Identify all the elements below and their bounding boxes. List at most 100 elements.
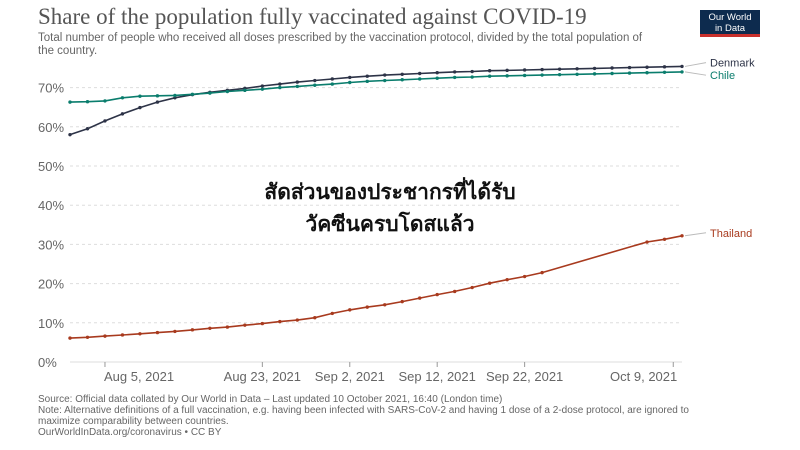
data-point-chile[interactable] [505,74,509,78]
data-point-denmark[interactable] [557,67,562,71]
data-point-chile[interactable] [592,72,597,76]
data-point-denmark[interactable] [313,78,317,83]
owid-logo[interactable]: Our World in Data [700,10,760,37]
data-point-denmark[interactable] [103,119,107,123]
data-point-chile[interactable] [400,78,404,82]
data-point-chile[interactable] [452,75,457,80]
data-point-denmark[interactable] [487,69,492,73]
data-point-chile[interactable] [120,96,125,100]
data-point-chile[interactable] [680,70,684,74]
data-point-chile[interactable] [610,71,614,76]
data-point-chile[interactable] [155,94,160,98]
data-point-chile[interactable] [540,73,544,77]
data-point-thailand[interactable] [505,277,509,282]
data-point-thailand[interactable] [330,311,334,316]
data-point-denmark[interactable] [365,74,369,78]
data-point-chile[interactable] [103,99,107,103]
data-point-denmark[interactable] [173,96,177,100]
data-point-thailand[interactable] [260,321,265,326]
data-point-chile[interactable] [662,70,667,75]
data-point-chile[interactable] [627,71,632,75]
series-line-chile[interactable] [69,71,683,103]
data-point-thailand[interactable] [383,303,387,307]
data-point-thailand[interactable] [452,289,457,294]
data-point-denmark[interactable] [452,70,457,74]
data-point-chile[interactable] [68,100,72,104]
data-point-chile[interactable] [295,84,300,89]
data-point-denmark[interactable] [540,67,544,72]
data-point-chile[interactable] [138,94,142,98]
data-point-chile[interactable] [522,73,527,78]
data-point-chile[interactable] [278,85,282,90]
data-point-thailand[interactable] [173,329,177,334]
data-point-denmark[interactable] [383,73,387,77]
data-point-chile[interactable] [645,71,649,75]
data-point-thailand[interactable] [103,334,107,338]
data-point-thailand[interactable] [645,240,649,244]
data-point-chile[interactable] [313,83,317,87]
data-point-thailand[interactable] [208,326,212,330]
data-point-chile[interactable] [330,82,334,86]
data-point-thailand[interactable] [155,330,160,335]
data-point-chile[interactable] [418,77,422,81]
data-point-denmark[interactable] [470,69,474,74]
data-point-thailand[interactable] [662,237,667,242]
data-point-chile[interactable] [470,75,474,79]
series-label-denmark[interactable]: Denmark [710,58,755,70]
series-line-denmark[interactable] [69,65,683,136]
data-point-thailand[interactable] [243,323,247,327]
data-point-thailand[interactable] [487,281,492,285]
data-point-thailand[interactable] [470,285,474,290]
data-point-thailand[interactable] [313,316,317,320]
data-point-thailand[interactable] [365,305,369,309]
data-point-chile[interactable] [348,80,352,85]
data-point-thailand[interactable] [522,274,527,279]
data-point-chile[interactable] [365,79,369,84]
data-point-chile[interactable] [173,93,177,98]
data-point-thailand[interactable] [435,292,439,297]
data-point-chile[interactable] [225,89,230,94]
data-point-chile[interactable] [190,92,195,96]
data-point-denmark[interactable] [155,100,160,104]
data-point-denmark[interactable] [435,71,439,75]
data-point-chile[interactable] [383,78,387,83]
data-point-denmark[interactable] [138,105,142,110]
data-point-thailand[interactable] [190,328,195,332]
data-point-chile[interactable] [575,72,579,76]
data-point-chile[interactable] [487,74,492,78]
data-point-thailand[interactable] [225,325,230,329]
data-point-thailand[interactable] [348,308,352,312]
data-point-denmark[interactable] [295,80,300,84]
data-point-denmark[interactable] [662,65,667,69]
data-point-chile[interactable] [243,88,247,93]
data-point-thailand[interactable] [680,234,684,238]
data-point-thailand[interactable] [138,332,142,336]
data-point-thailand[interactable] [278,319,282,324]
data-point-thailand[interactable] [120,333,125,337]
series-label-thailand[interactable]: Thailand [710,228,752,240]
data-point-chile[interactable] [557,72,562,77]
data-point-thailand[interactable] [295,318,300,322]
data-point-denmark[interactable] [610,66,614,70]
data-point-denmark[interactable] [627,65,632,70]
data-point-denmark[interactable] [68,132,72,137]
data-point-denmark[interactable] [575,67,579,71]
data-point-thailand[interactable] [540,270,544,275]
data-point-chile[interactable] [435,76,439,80]
data-point-denmark[interactable] [680,64,684,69]
data-point-chile[interactable] [208,91,212,95]
data-point-denmark[interactable] [418,71,422,76]
data-point-denmark[interactable] [592,66,597,71]
series-label-chile[interactable]: Chile [710,70,735,82]
data-point-denmark[interactable] [505,68,509,73]
data-point-thailand[interactable] [418,296,422,300]
data-point-denmark[interactable] [330,77,334,81]
data-point-chile[interactable] [260,87,265,91]
data-point-denmark[interactable] [85,127,90,131]
data-point-thailand[interactable] [85,335,90,340]
data-point-chile[interactable] [85,100,90,104]
data-point-denmark[interactable] [522,68,527,72]
data-point-denmark[interactable] [278,82,282,86]
data-point-thailand[interactable] [400,299,404,304]
data-point-denmark[interactable] [260,84,265,88]
